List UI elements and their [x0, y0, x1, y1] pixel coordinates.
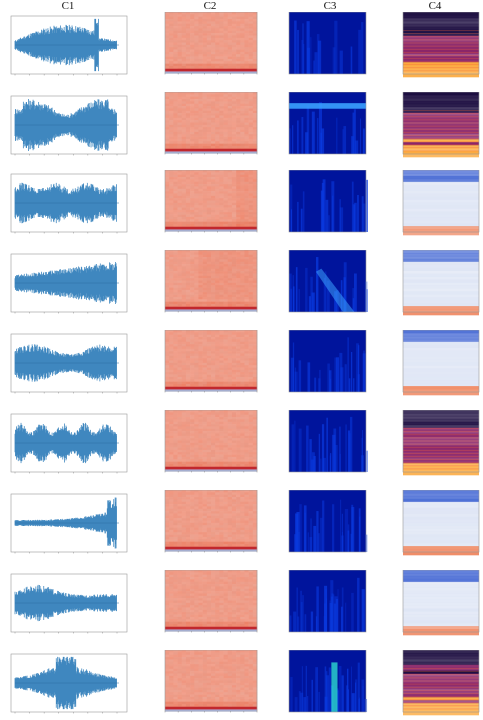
column-header-c1: C1 — [48, 0, 88, 12]
scalogram-plot — [283, 650, 368, 720]
spectrogram-plot — [393, 410, 483, 480]
scalogram-plot — [283, 92, 368, 162]
spectrogram-plot — [393, 570, 483, 640]
spectrogram-plot — [393, 250, 483, 320]
spectrogram-plot — [393, 330, 483, 400]
matrix-plot — [160, 170, 260, 240]
scalogram-plot — [283, 330, 368, 400]
spectrogram-plot — [393, 490, 483, 560]
scalogram-plot — [283, 570, 368, 640]
matrix-plot — [160, 650, 260, 720]
scalogram-plot — [283, 490, 368, 560]
spectrogram-plot — [393, 650, 483, 720]
matrix-plot — [160, 250, 260, 320]
matrix-plot — [160, 330, 260, 400]
waveform-plot — [3, 250, 131, 320]
matrix-plot — [160, 570, 260, 640]
column-header-c3: C3 — [310, 0, 350, 12]
column-header-c4: C4 — [415, 0, 455, 12]
matrix-plot — [160, 410, 260, 480]
waveform-plot — [3, 92, 131, 162]
waveform-plot — [3, 330, 131, 400]
waveform-plot — [3, 570, 131, 640]
waveform-plot — [3, 490, 131, 560]
spectrogram-plot — [393, 92, 483, 162]
matrix-plot — [160, 12, 260, 82]
column-header-c2: C2 — [190, 0, 230, 12]
waveform-plot — [3, 650, 131, 720]
scalogram-plot — [283, 410, 368, 480]
scalogram-plot — [283, 12, 368, 82]
spectrogram-plot — [393, 170, 483, 240]
waveform-plot — [3, 410, 131, 480]
waveform-plot — [3, 170, 131, 240]
matrix-plot — [160, 490, 260, 560]
scalogram-plot — [283, 170, 368, 240]
waveform-plot — [3, 12, 131, 82]
scalogram-plot — [283, 250, 368, 320]
matrix-plot — [160, 92, 260, 162]
spectrogram-plot — [393, 12, 483, 82]
